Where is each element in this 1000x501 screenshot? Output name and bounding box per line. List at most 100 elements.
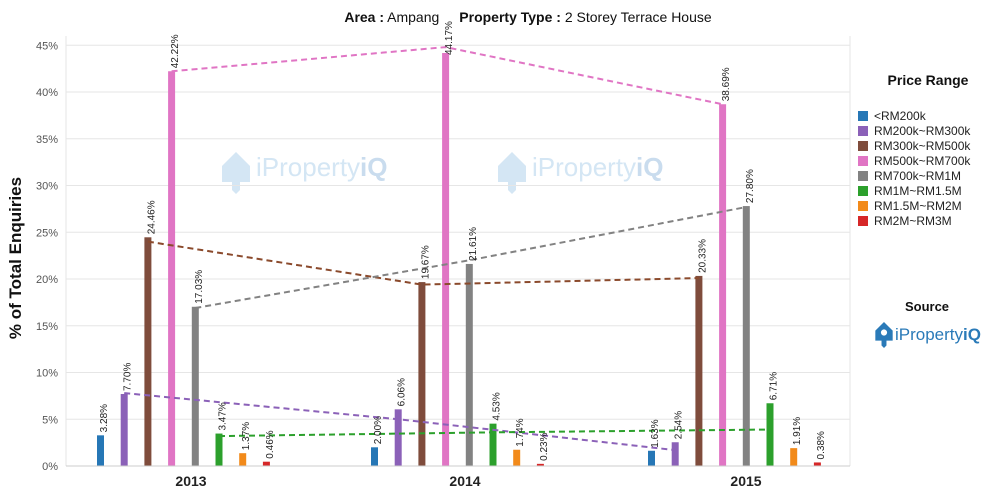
legend-item: RM200k~RM300k [858,123,998,138]
data-label: 1.63% [650,419,661,447]
data-label: 21.61% [468,227,479,261]
legend-label: RM700k~RM1M [874,168,962,183]
legend-swatch [858,200,868,211]
data-label: 2.00% [373,416,384,444]
bar [671,442,679,466]
bar [465,263,473,466]
data-label: 42.22% [170,34,181,68]
x-category-label: 2014 [449,473,480,489]
legend-item: RM1M~RM1.5M [858,183,998,198]
legend-item: RM700k~RM1M [858,168,998,183]
watermark-center: iPropertyiQ [498,152,664,194]
x-category-label: 2015 [730,473,761,489]
bar [442,53,450,466]
bar [144,237,152,466]
legend-swatch [858,140,868,151]
y-tick-label: 40% [36,87,58,99]
bar [489,423,497,466]
y-axis-title: % of Total Enquiries [6,177,25,339]
y-tick-label: 15% [36,321,58,333]
bar [168,71,176,467]
watermark-text: iPropertyiQ [532,152,664,182]
data-label: 20.33% [697,239,708,273]
trend-line [218,428,771,438]
legend-swatch [858,170,868,181]
data-label: 24.46% [146,200,157,234]
bar [813,462,821,466]
trend-line [171,46,723,106]
watermark-text: iPropertyiQ [256,152,388,182]
legend-label: RM2M~RM3M [874,213,952,228]
house-pin-icon [875,322,893,348]
source-brand-prefix: iProperty [895,325,964,344]
y-tick-label: 10% [36,368,58,380]
legend-label: <RM200k [874,108,926,123]
bars [97,53,821,467]
legend-item: RM300k~RM500k [858,138,998,153]
x-category-label: 2013 [175,473,206,489]
legend-label: RM1M~RM1.5M [874,183,962,198]
data-label: 6.71% [769,372,780,400]
bar [239,453,247,466]
bar [191,306,199,466]
bar [719,104,727,466]
source-panel: Source iProperty iQ [862,299,992,348]
y-tick-label: 25% [36,227,58,239]
y-tick-label: 45% [36,40,58,52]
bar [742,206,750,466]
bar [790,448,798,466]
legend-swatch [858,155,868,166]
legend-label: RM500k~RM700k [874,153,971,168]
y-tick-label: 0% [42,461,58,473]
legend: Price Range <RM200k RM200k~RM300k RM300k~R… [858,72,998,228]
bar [215,433,223,466]
bar [371,447,378,466]
x-axis: 2013 2014 2015 [66,465,850,489]
data-label: 1.91% [792,417,803,445]
legend-items: <RM200k RM200k~RM300k RM300k~RM500k RM500k~… [858,108,998,228]
bar [394,409,402,466]
bar [536,463,544,466]
gridlines [65,36,851,467]
bar [418,282,426,466]
data-label: 1.37% [241,422,252,450]
bar [766,403,774,466]
legend-item: RM2M~RM3M [858,213,998,228]
y-tick-label: 5% [42,414,58,426]
data-label: 3.47% [218,402,229,430]
bar [648,450,655,466]
data-label: 4.53% [492,392,503,420]
watermark-house-icon [222,152,250,194]
data-label: 27.80% [745,169,756,203]
data-label: 7.70% [123,363,134,391]
legend-title: Price Range [887,72,969,88]
source-brand-suffix: iQ [963,325,981,344]
trend-line [195,206,747,309]
bar [97,435,104,466]
data-label: 0.46% [265,430,276,458]
data-label: 0.23% [539,432,550,460]
data-label: 19.67% [420,245,431,279]
data-label: 38.69% [721,67,732,101]
legend-label: RM300k~RM500k [874,138,971,153]
data-label: 17.03% [194,270,205,304]
legend-item: <RM200k [858,108,998,123]
legend-swatch [858,215,868,226]
data-label: 3.28% [99,404,110,432]
data-label: 2.54% [674,411,685,439]
bar [262,461,270,466]
data-label: 0.38% [816,431,827,459]
legend-swatch [858,125,868,136]
y-axis: 0% 5% 10% 15% 20% 25% 30% 35% 40% 45% [36,40,58,473]
bar [120,394,128,466]
watermark-left: iPropertyiQ [222,152,388,194]
y-tick-label: 20% [36,274,58,286]
data-label: 6.06% [397,378,408,406]
legend-label: RM200k~RM300k [874,123,971,138]
legend-swatch [858,185,868,196]
source-logo: iProperty iQ [862,322,992,348]
bar [513,449,521,466]
watermark-house-icon [498,152,526,194]
data-label: 1.74% [515,418,526,446]
